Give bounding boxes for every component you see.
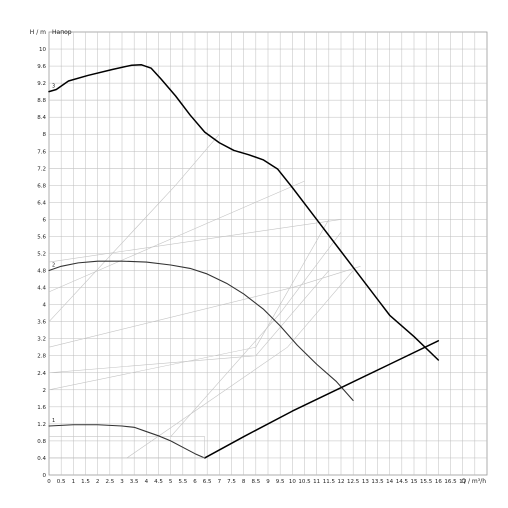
y-tick-label: 4.4 — [37, 286, 46, 292]
y-tick-label: 5.6 — [37, 234, 46, 240]
x-tick-label: 16.5 — [444, 479, 457, 485]
y-tick-label: 4 — [43, 303, 47, 309]
y-tick-label: 6 — [43, 217, 47, 223]
x-tick-label: 13.5 — [371, 479, 384, 485]
x-tick-label: 14 — [386, 479, 393, 485]
y-tick-label: 10 — [39, 47, 46, 53]
x-tick-label: 6 — [193, 479, 197, 485]
y-tick-label: 1.2 — [37, 422, 46, 428]
y-tick-label: 8 — [43, 132, 47, 138]
envelope-line — [203, 340, 440, 459]
construction-line — [48, 270, 330, 374]
x-tick-label: 5 — [169, 479, 173, 485]
x-tick-label: 13 — [362, 479, 369, 485]
x-tick-label: 6.5 — [203, 479, 212, 485]
grid — [48, 31, 488, 476]
x-tick-label: 2 — [96, 479, 100, 485]
y-tick-label: 0 — [43, 473, 47, 479]
x-tick-label: 7 — [218, 479, 222, 485]
chart-title: Напор — [52, 29, 72, 36]
construction-line — [48, 180, 305, 293]
x-tick-label: 11 — [313, 479, 320, 485]
x-tick-label: 15 — [411, 479, 418, 485]
x-tick-label: 14.5 — [396, 479, 409, 485]
x-tick-label: 3.5 — [130, 479, 139, 485]
x-tick-label: 0.5 — [57, 479, 66, 485]
construction-line — [48, 265, 361, 348]
x-tick-label: 0 — [47, 479, 51, 485]
y-tick-label: 6.8 — [37, 183, 46, 189]
y-axis-label: H / m — [30, 29, 46, 36]
x-tick-label: 7.5 — [227, 479, 236, 485]
x-tick-label: 10.5 — [298, 479, 311, 485]
x-tick-label: 12 — [338, 479, 345, 485]
curve-label-2: 2 — [52, 262, 55, 268]
y-tick-label: 0.4 — [37, 456, 46, 462]
x-axis-label: Q / m³/h — [461, 478, 486, 485]
y-tick-label: 1.6 — [37, 405, 46, 411]
x-tick-label: 4.5 — [154, 479, 163, 485]
curve-2 — [48, 260, 354, 402]
x-tick-label: 8.5 — [251, 479, 260, 485]
y-tick-label: 8.8 — [37, 98, 46, 104]
y-tick-label: 7.2 — [37, 166, 46, 172]
y-tick-label: 3.6 — [37, 320, 46, 326]
x-tick-label: 10 — [289, 479, 296, 485]
x-tick-label: 9 — [266, 479, 270, 485]
construction-line — [126, 270, 354, 459]
x-tick-label: 1.5 — [81, 479, 90, 485]
y-tick-label: 8.4 — [37, 115, 46, 121]
y-tick-label: 9.2 — [37, 81, 46, 87]
x-tick-label: 12.5 — [347, 479, 360, 485]
x-tick-label: 11.5 — [323, 479, 336, 485]
x-tick-label: 15.5 — [420, 479, 433, 485]
x-tick-label: 8 — [242, 479, 246, 485]
x-tick-label: 3 — [120, 479, 124, 485]
x-tick-label: 17 — [459, 479, 466, 485]
y-tick-label: 0.8 — [37, 439, 46, 445]
series-lines: 3 2 1 — [48, 64, 440, 459]
y-tick-label: 9.6 — [37, 64, 46, 70]
construction-line — [48, 219, 342, 263]
curve-label-3: 3 — [52, 83, 55, 89]
x-tick-label: 4 — [145, 479, 149, 485]
construction-line — [49, 436, 206, 458]
construction-line — [48, 134, 220, 322]
y-tick-label: 4.8 — [37, 269, 46, 275]
curve-label-1: 1 — [52, 418, 55, 424]
curve-3 — [48, 64, 440, 361]
y-tick-label: 7.6 — [37, 149, 46, 155]
y-tick-label: 6.4 — [37, 200, 46, 206]
y-tick-label: 2 — [43, 388, 47, 394]
y-tick-label: 2.8 — [37, 354, 46, 360]
x-tick-label: 1 — [72, 479, 76, 485]
x-tick-label: 9.5 — [276, 479, 285, 485]
tick-labels: 0 0.5 1 1.5 2 2.5 3 3.5 4 4.5 5 5.5 6 6.5 7 7.5 8 8.5 9 9.5… — [37, 47, 466, 485]
construction-line — [170, 232, 342, 437]
construction-line — [48, 219, 330, 391]
auxiliary-lines — [48, 99, 361, 459]
x-tick-label: 16 — [435, 479, 442, 485]
x-tick-label: 2.5 — [105, 479, 114, 485]
y-tick-label: 2.4 — [37, 371, 46, 377]
y-tick-label: 3.2 — [37, 337, 46, 343]
y-tick-label: 5.2 — [37, 252, 46, 258]
curve-1 — [48, 424, 206, 459]
x-tick-label: 5.5 — [178, 479, 187, 485]
